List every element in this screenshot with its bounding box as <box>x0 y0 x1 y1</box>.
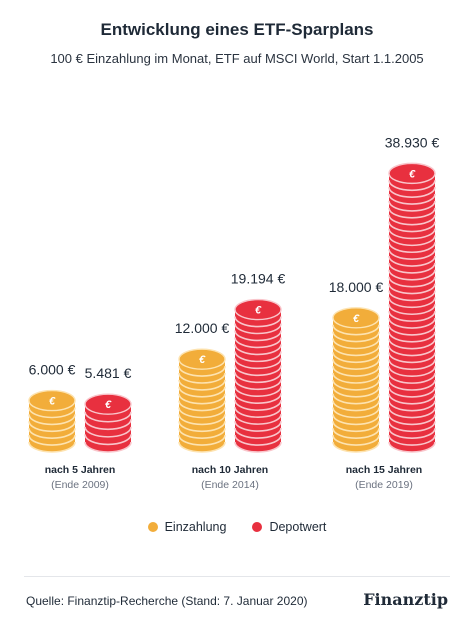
coin-stack-depotwert: € <box>84 393 132 453</box>
category-label: nach 10 Jahren <box>192 464 268 476</box>
coin-top <box>388 162 436 185</box>
coin-stack-einzahlung: € <box>332 307 380 453</box>
coin-stack-depotwert: € <box>388 162 436 453</box>
category-label: nach 5 Jahren <box>45 464 116 476</box>
value-label-einzahlung: 18.000 € <box>329 279 384 295</box>
category-label: nach 15 Jahren <box>346 464 422 476</box>
category-group: €18.000 € €38.930 € nach 15 Jahren (Ende 20… <box>329 134 440 491</box>
euro-symbol-icon: € <box>255 305 262 317</box>
category-sublabel: (Ende 2009) <box>51 479 109 491</box>
source-note: Quelle: Finanztip-Recherche (Stand: 7. J… <box>26 594 308 608</box>
coin-stack-einzahlung: € <box>178 348 226 453</box>
coin-top <box>332 307 380 329</box>
value-label-depotwert: 38.930 € <box>385 134 440 150</box>
legend-swatch-einzahlung <box>147 522 158 532</box>
coin-stack-chart: €6.000 € €5.481 € nach 5 Jahren (Ende 2009)… <box>28 134 440 491</box>
legend-label-einzahlung: Einzahlung <box>164 520 227 534</box>
legend-swatch-depotwert <box>252 522 263 532</box>
chart-subtitle: 100 € Einzahlung im Monat, ETF auf MSCI … <box>50 51 424 66</box>
value-label-einzahlung: 6.000 € <box>29 362 76 378</box>
coin-stack-einzahlung: € <box>28 389 76 453</box>
euro-symbol-icon: € <box>353 313 360 325</box>
coin-top <box>28 389 76 412</box>
coin-top <box>178 348 226 370</box>
chart-title: Entwicklung eines ETF-Sparplans <box>100 20 374 39</box>
euro-symbol-icon: € <box>105 399 112 411</box>
category-group: €12.000 € €19.194 € nach 10 Jahren (Ende 20… <box>175 271 286 491</box>
coin-top <box>84 393 132 415</box>
legend: Einzahlung Depotwert <box>0 520 474 534</box>
category-sublabel: (Ende 2019) <box>355 479 413 491</box>
value-label-depotwert: 5.481 € <box>85 365 132 381</box>
category-group: €6.000 € €5.481 € nach 5 Jahren (Ende 2009) <box>28 362 132 491</box>
value-label-einzahlung: 12.000 € <box>175 320 230 336</box>
legend-item-depotwert: Depotwert <box>252 520 326 534</box>
coin-top <box>234 298 282 321</box>
euro-symbol-icon: € <box>409 168 416 180</box>
category-sublabel: (Ende 2014) <box>201 479 259 491</box>
euro-symbol-icon: € <box>49 396 56 408</box>
euro-symbol-icon: € <box>199 354 206 366</box>
value-label-depotwert: 19.194 € <box>231 271 286 287</box>
legend-label-depotwert: Depotwert <box>269 520 327 534</box>
footer-divider <box>24 576 450 577</box>
legend-item-einzahlung: Einzahlung <box>147 520 227 534</box>
brand-logo: Finanztip <box>363 590 448 609</box>
coin-stack-depotwert: € <box>234 298 282 453</box>
